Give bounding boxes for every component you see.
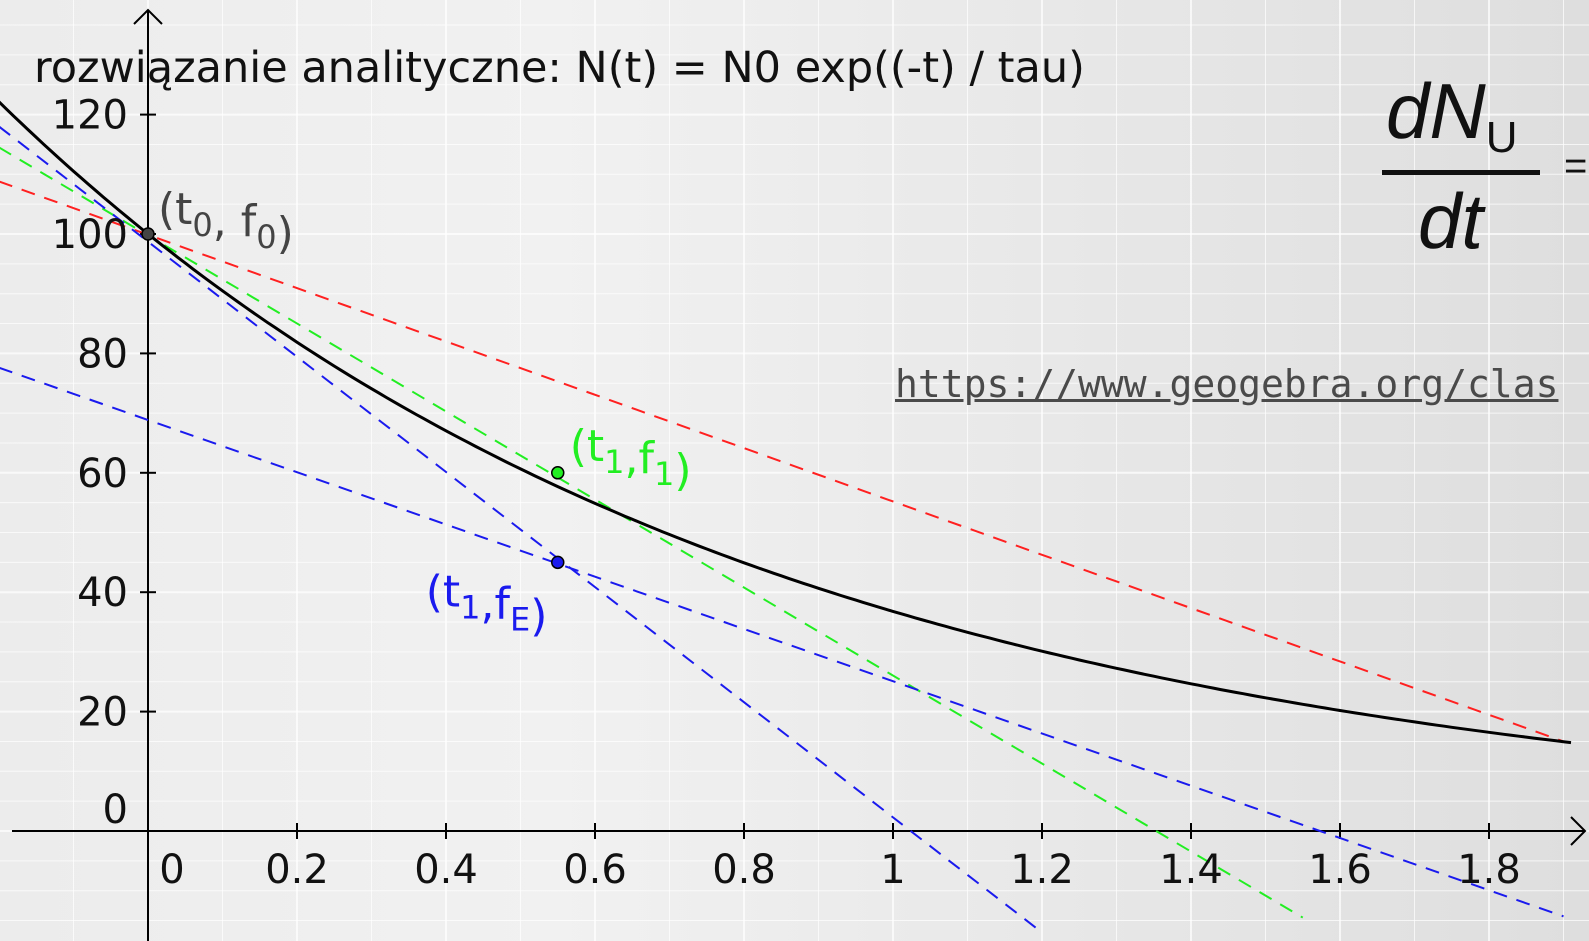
formula-numerator-text: dN xyxy=(1386,67,1486,155)
x-axis-arrow xyxy=(1570,816,1587,846)
x-tick-label: 1.2 xyxy=(1010,847,1074,893)
tangent-lines xyxy=(0,126,1564,934)
y-axis-arrow xyxy=(133,8,163,25)
y-tick-label: 80 xyxy=(77,331,128,377)
x-tick-label: 0.6 xyxy=(563,847,627,893)
y-tick-label: 120 xyxy=(52,93,128,139)
data-point[interactable] xyxy=(551,466,565,480)
x-tick-label: 0.8 xyxy=(712,847,776,893)
y-tick-label: 100 xyxy=(52,212,128,258)
formula-equals: = xyxy=(1564,144,1588,188)
y-tick-label: 60 xyxy=(77,451,128,497)
x-tick-label: 1.6 xyxy=(1308,847,1372,893)
x-tick-label: 1.4 xyxy=(1159,847,1223,893)
x-tick-label: 0.2 xyxy=(265,847,329,893)
decay-curve xyxy=(0,100,1572,745)
tangent-line xyxy=(0,180,1564,743)
y-tick-label: 40 xyxy=(77,570,128,616)
tangent-line xyxy=(0,367,1564,918)
x-tick-label: 0.4 xyxy=(414,847,478,893)
x-tick-label: 1.8 xyxy=(1457,847,1521,893)
formula-numerator-subscript: U xyxy=(1485,113,1518,162)
x-tick-label: 0 xyxy=(159,847,184,893)
derivative-formula: dNU dt = xyxy=(1380,72,1589,292)
formula-denominator: dt xyxy=(1418,177,1484,265)
curve-layer xyxy=(0,100,1572,745)
fraction-bar xyxy=(1382,170,1540,175)
point-label: (t1,fE) xyxy=(426,566,548,641)
tangent-line xyxy=(0,146,1304,919)
x-tick-label: 1 xyxy=(880,847,905,893)
tangent-line xyxy=(0,126,1043,934)
point-label: (t1,f1) xyxy=(570,421,692,496)
point-label: (t0, f0) xyxy=(158,184,294,259)
geogebra-link[interactable]: https://www.geogebra.org/clas xyxy=(895,362,1559,406)
tick-labels: 0 0.2 0.4 0.6 0.8 1 1.2 1.4 1.6 1.8 0 20 40 60 80 100 12… xyxy=(52,93,1521,893)
data-point[interactable] xyxy=(551,555,565,570)
chart-title: rozwiązanie analityczne: N(t) = N0 exp((… xyxy=(34,43,1085,93)
y-tick-label: 0 xyxy=(103,787,128,833)
points-layer: (t0, f0) (t1,f1) (t1,fE) xyxy=(141,184,692,641)
y-tick-label: 20 xyxy=(77,690,128,736)
data-point[interactable] xyxy=(141,227,155,241)
formula-numerator: dNU xyxy=(1386,72,1518,160)
